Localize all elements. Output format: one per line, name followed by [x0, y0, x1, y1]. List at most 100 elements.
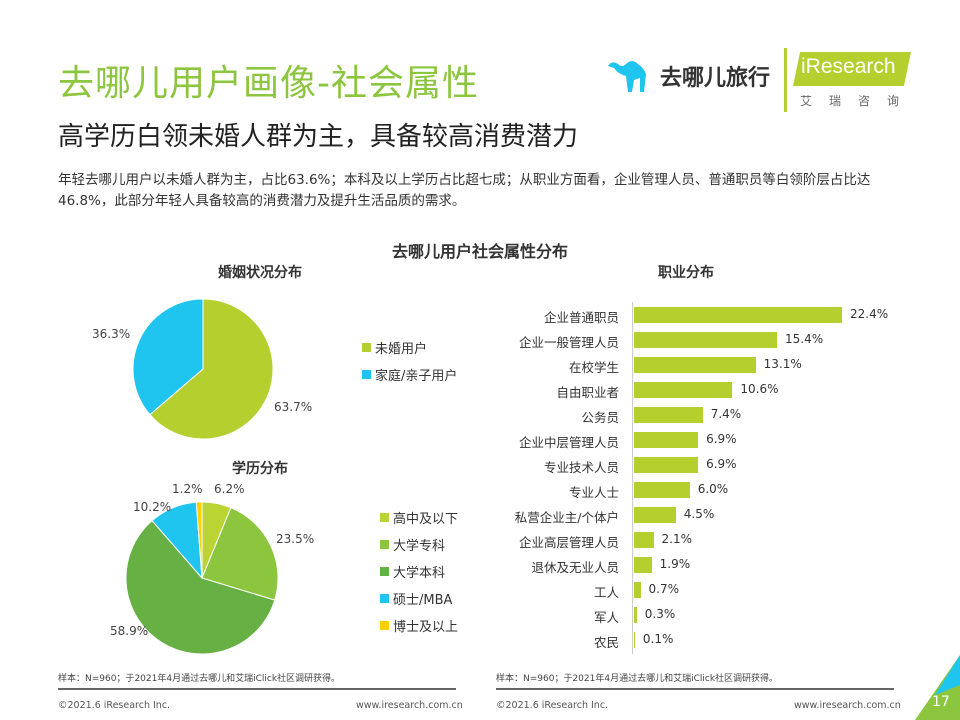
bar — [634, 357, 756, 373]
bar-category-label: 公务员 — [581, 410, 619, 425]
bar-category-label: 在校学生 — [568, 360, 619, 375]
bar-value-label: 15.4% — [785, 332, 824, 346]
iresearch-logo: iResearch — [793, 52, 911, 86]
bar-value-label: 0.1% — [642, 632, 674, 646]
bar-category-label: 专业技术人员 — [543, 460, 619, 475]
bar-axis — [632, 302, 633, 654]
legend-label: 高中及以下 — [393, 512, 459, 527]
marital-slice — [132, 298, 204, 416]
marital-slice — [149, 298, 274, 440]
bar-value-label: 0.7% — [648, 582, 680, 596]
bar — [634, 407, 703, 423]
page-number: 17 — [932, 694, 950, 710]
bar-category-label: 私营企业主/个体户 — [514, 510, 619, 525]
description: 年轻去哪儿用户以未婚人群为主，占比63.6%；本科及以上学历占比超七成；从职业方… — [58, 172, 871, 209]
corner-decoration — [915, 655, 960, 720]
website: www.iresearch.com.cn — [794, 700, 901, 711]
legend-swatch — [362, 343, 371, 352]
bar — [634, 307, 842, 323]
legend-label: 博士及以上 — [393, 620, 459, 635]
pie-label: 63.7% — [274, 400, 313, 414]
legend-label: 未婚用户 — [375, 342, 428, 357]
legend-item: 硕士/MBA — [380, 589, 458, 608]
education-slice — [195, 501, 203, 579]
bar — [634, 432, 699, 448]
bar-value-label: 6.9% — [706, 457, 737, 471]
bar — [634, 607, 637, 623]
footer-rule — [496, 688, 894, 690]
legend-swatch — [380, 567, 389, 576]
legend-item: 高中及以下 — [380, 508, 458, 527]
education-slice — [125, 519, 276, 655]
page-title: 去哪儿用户画像-社会属性 — [58, 63, 479, 104]
pie-label: 58.9% — [110, 624, 149, 638]
bar-category-label: 企业一般管理人员 — [518, 335, 619, 350]
bar-value-label: 10.6% — [740, 382, 779, 396]
bar-category-label: 企业中层管理人员 — [518, 435, 619, 450]
bar — [634, 457, 699, 473]
legend-item: 博士及以上 — [380, 616, 458, 635]
footer-rule — [58, 688, 456, 690]
legend-item: 大学专科 — [380, 535, 458, 554]
legend-swatch — [380, 621, 389, 630]
bar-value-label: 0.3% — [644, 607, 676, 621]
copyright: ©2021.6 iResearch Inc. — [496, 700, 609, 711]
logo-divider — [784, 48, 787, 112]
education-chart-title: 学历分布 — [232, 461, 288, 477]
copyright: ©2021.6 iResearch Inc. — [58, 700, 171, 711]
bar-value-label: 13.1% — [763, 357, 802, 371]
bar-value-label: 22.4% — [850, 307, 889, 321]
bar — [634, 507, 676, 523]
bar — [634, 482, 690, 498]
bar — [634, 332, 777, 348]
bar-value-label: 1.9% — [659, 557, 691, 571]
legend-swatch — [380, 594, 389, 603]
bar — [634, 582, 641, 598]
bar-value-label: 6.0% — [697, 482, 729, 496]
qunar-logo-text: 去哪儿旅行 — [660, 66, 771, 91]
sample-note-right: 样本：N=960；于2021年4月通过去哪儿和艾瑞iClick社区调研获得。 — [496, 674, 779, 684]
education-slice — [201, 507, 279, 601]
iresearch-logo-sub: 艾瑞咨询 — [800, 94, 917, 108]
education-legend: 高中及以下大学专科大学本科硕士/MBA 博士及以上 — [380, 508, 458, 643]
legend-label: 硕士/MBA — [393, 593, 453, 608]
bar — [634, 632, 635, 648]
legend-swatch — [380, 540, 389, 549]
bar-value-label: 4.5% — [683, 507, 715, 521]
bar-category-label: 企业高层管理人员 — [518, 535, 619, 550]
pie-label: 10.2% — [133, 500, 172, 514]
bar — [634, 532, 654, 548]
bar-value-label: 2.1% — [661, 532, 693, 546]
website: www.iresearch.com.cn — [356, 700, 463, 711]
bar-category-label: 自由职业者 — [556, 385, 619, 400]
pie-label: 1.2% — [172, 482, 203, 496]
bar-category-label: 军人 — [593, 610, 619, 625]
legend-label: 大学专科 — [393, 539, 446, 554]
camel-icon — [608, 61, 646, 92]
legend-swatch — [380, 513, 389, 522]
legend-label: 家庭/亲子用户 — [375, 369, 458, 384]
bar-category-label: 退休及无业人员 — [531, 560, 619, 575]
qunar-logo: 去哪儿旅行 — [606, 58, 770, 94]
chart-main-title: 去哪儿用户社会属性分布 — [391, 242, 568, 261]
occupation-chart-title: 职业分布 — [658, 265, 714, 281]
legend-item: 大学本科 — [380, 562, 458, 581]
bar — [634, 557, 652, 573]
pie-label: 23.5% — [276, 532, 315, 546]
bar — [634, 382, 733, 398]
sample-note-left: 样本：N=960；于2021年4月通过去哪儿和艾瑞iClick社区调研获得。 — [58, 674, 341, 684]
bar-category-label: 专业人士 — [568, 485, 619, 500]
bar-category-label: 企业普通职员 — [543, 310, 619, 325]
bar-category-label: 工人 — [593, 585, 619, 600]
legend-label: 大学本科 — [393, 566, 446, 581]
bar-category-label: 农民 — [593, 635, 619, 650]
marital-chart-title: 婚姻状况分布 — [218, 265, 302, 281]
bar-value-label: 7.4% — [710, 407, 742, 421]
marital-legend: 未婚用户 家庭/亲子用户 — [362, 338, 457, 384]
pie-label: 6.2% — [214, 482, 245, 496]
page-subtitle: 高学历白领未婚人群为主，具备较高消费潜力 — [58, 122, 579, 152]
legend-swatch — [362, 370, 371, 379]
pie-label: 36.3% — [92, 327, 131, 341]
bar-value-label: 6.9% — [706, 432, 737, 446]
